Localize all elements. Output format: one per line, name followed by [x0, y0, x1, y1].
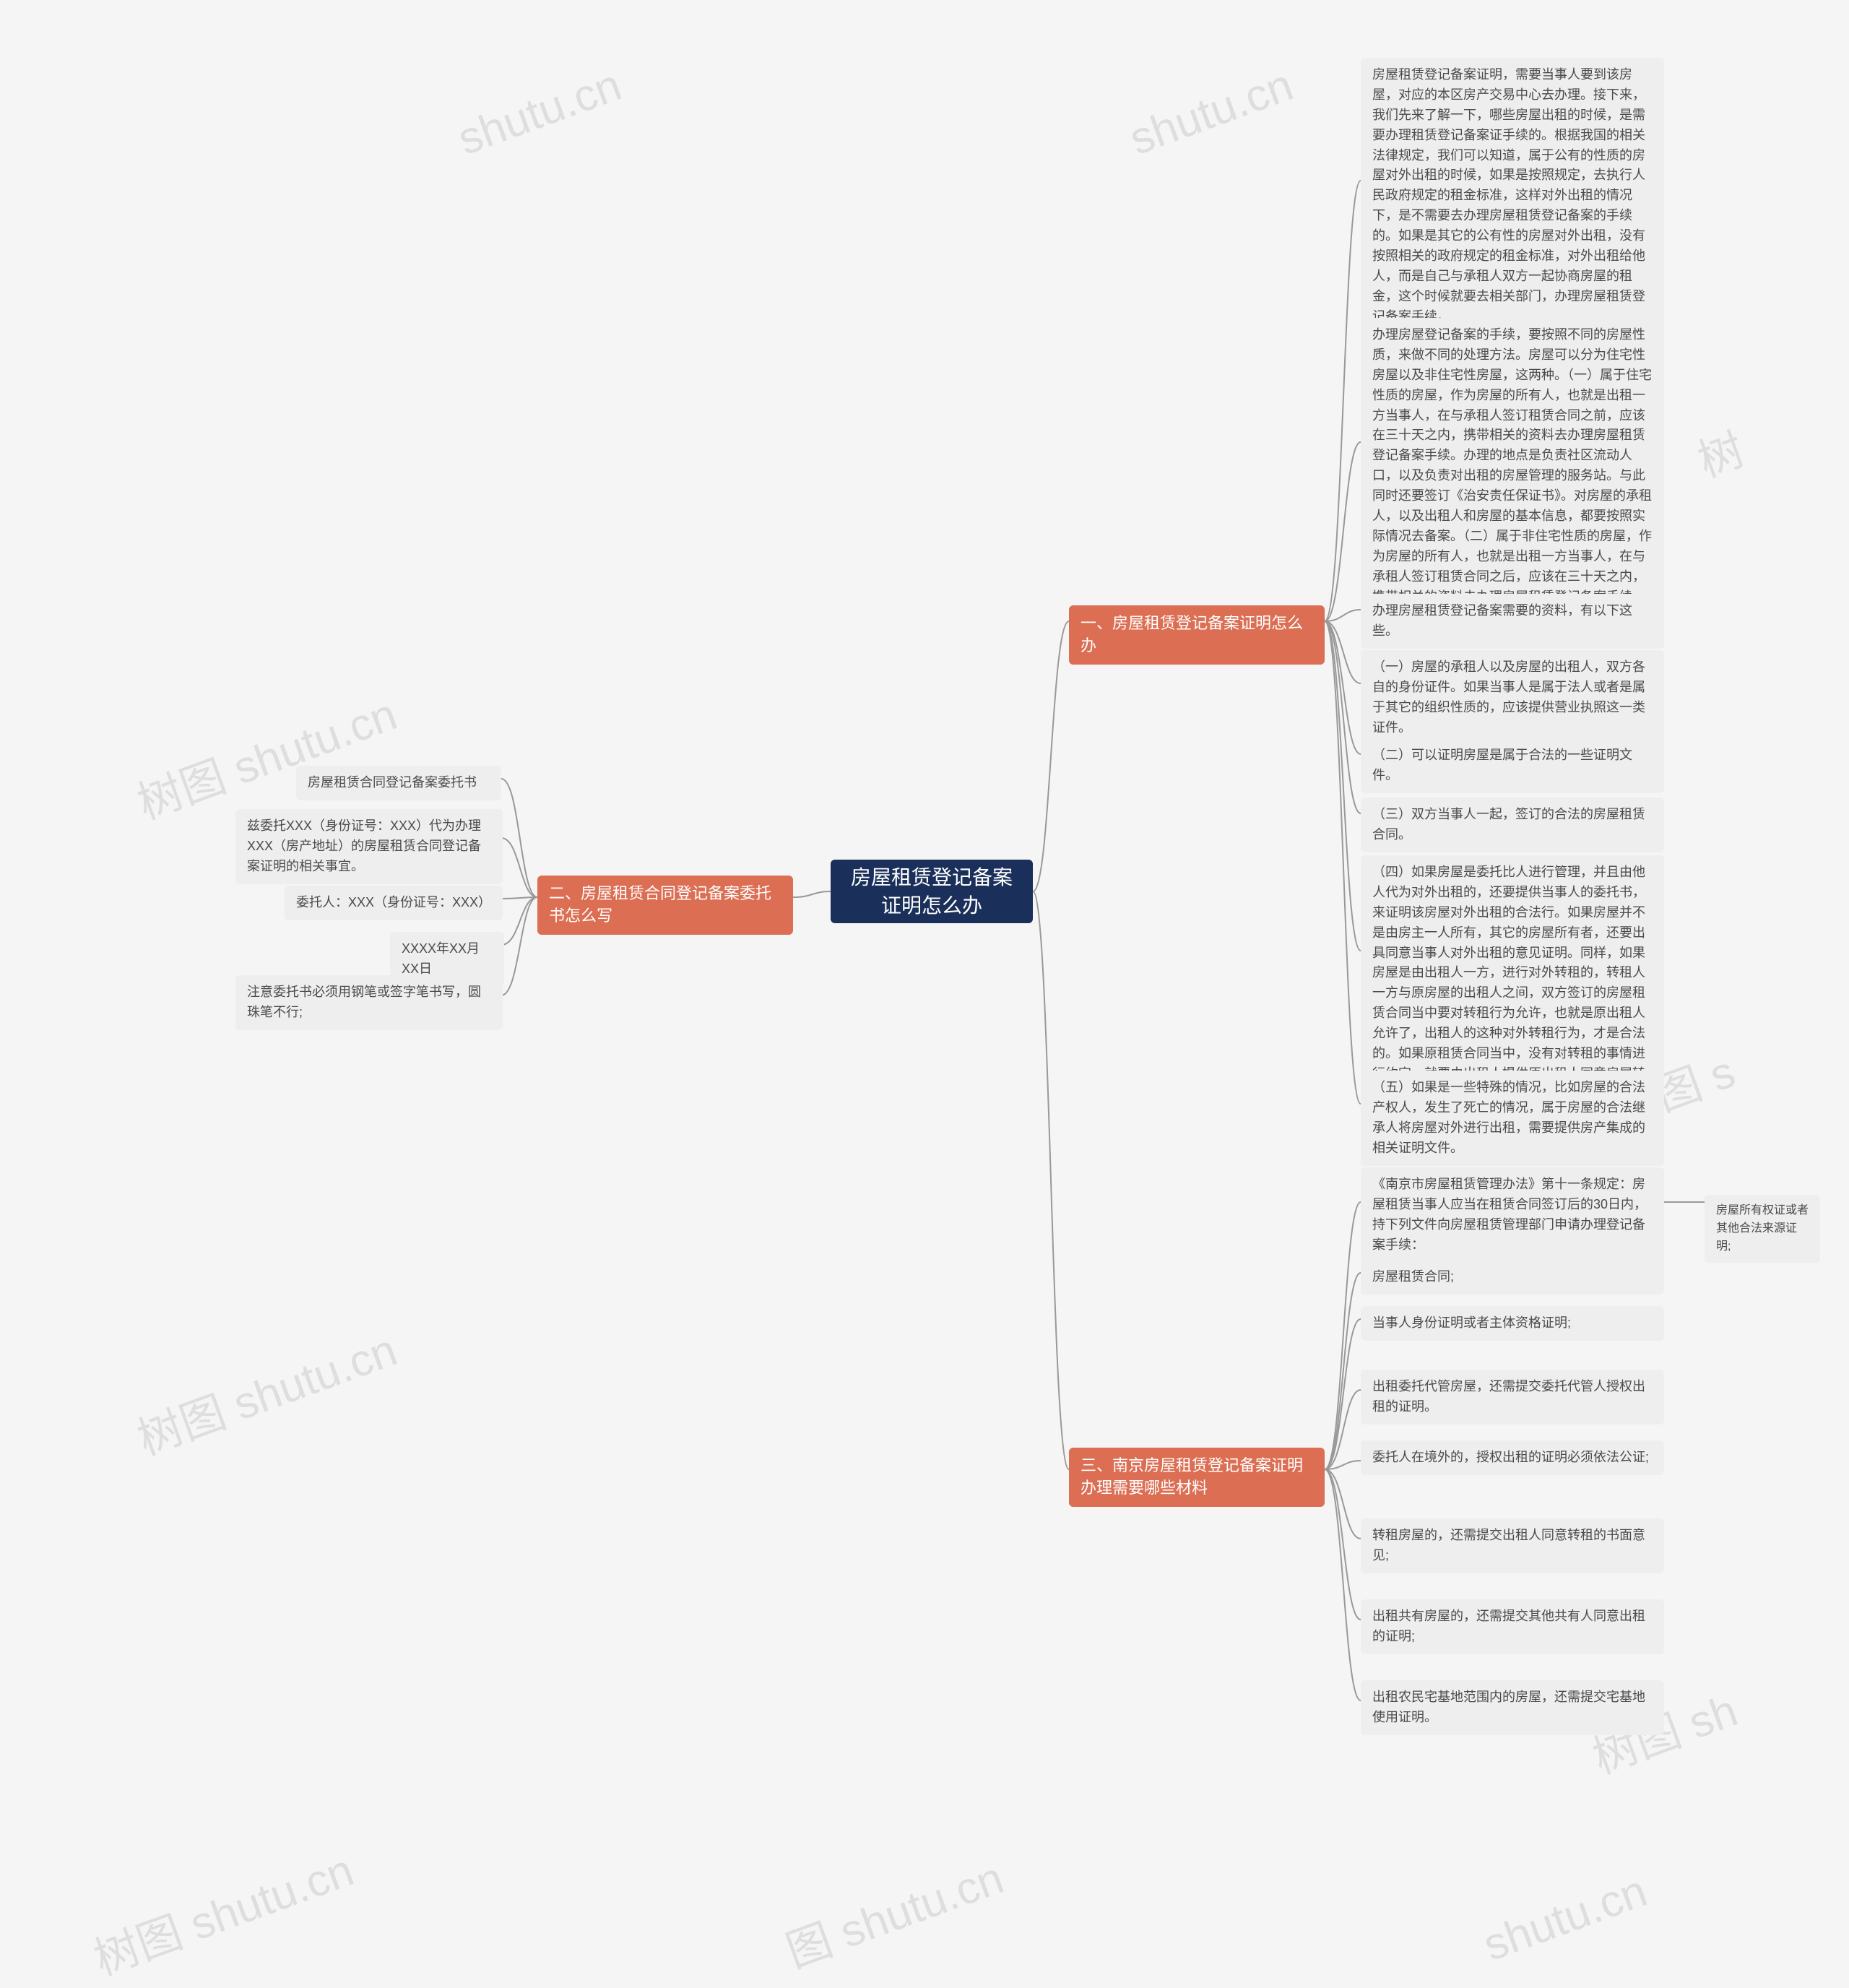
branch-3-leaf-2[interactable]: 当事人身份证明或者主体资格证明; — [1361, 1306, 1664, 1341]
watermark-7: 树图 shutu.cn — [84, 1833, 361, 1987]
branch-1-leaf-4[interactable]: （二）可以证明房屋是属于合法的一些证明文件。 — [1361, 738, 1664, 793]
root-node[interactable]: 房屋租赁登记备案证明怎么办 — [831, 860, 1033, 923]
branch-3-leaf-4[interactable]: 委托人在境外的，授权出租的证明必须依法公证; — [1361, 1440, 1664, 1475]
branch-1-leaf-0[interactable]: 房屋租赁登记备案证明，需要当事人要到该房屋，对应的本区房产交易中心去办理。接下来… — [1361, 58, 1664, 334]
branch-3-leaf-5[interactable]: 转租房屋的，还需提交出租人同意转租的书面意见; — [1361, 1518, 1664, 1573]
branch-3-leaf-0[interactable]: 《南京市房屋租赁管理办法》第十一条规定：房屋租赁当事人应当在租赁合同签订后的30… — [1361, 1167, 1664, 1263]
watermark-1: 树图 shutu.cn — [127, 1313, 404, 1467]
watermark-8: 图 shutu.cn — [776, 1841, 1010, 1980]
branch-1-leaf-3[interactable]: （一）房屋的承租人以及房屋的出租人，双方各自的身份证件。如果当事人是属于法人或者… — [1361, 650, 1664, 746]
branch-2-leaf-1[interactable]: 兹委托XXX（身份证号：XXX）代为办理XXX（房产地址）的房屋租赁合同登记备案… — [235, 809, 503, 884]
branch-3-leaf-7[interactable]: 出租农民宅基地范围内的房屋，还需提交宅基地使用证明。 — [1361, 1680, 1664, 1735]
branch-1[interactable]: 一、房屋租赁登记备案证明怎么办 — [1069, 605, 1325, 665]
watermark-4: 树 — [1687, 413, 1751, 490]
branch-3-leaf-1[interactable]: 房屋租赁合同; — [1361, 1260, 1664, 1295]
branch-2-leaf-0[interactable]: 房屋租赁合同登记备案委托书 — [296, 766, 501, 800]
branch-2[interactable]: 二、房屋租赁合同登记备案委托书怎么写 — [537, 876, 793, 935]
branch-1-leaf-5[interactable]: （三）双方当事人一起，签订的合法的房屋租赁合同。 — [1361, 798, 1664, 852]
branch-2-leaf-4[interactable]: 注意委托书必须用钢笔或签字笔书写，圆珠笔不行; — [235, 975, 503, 1030]
branch-2-leaf-2[interactable]: 委托人：XXX（身份证号：XXX） — [285, 886, 503, 920]
branch-3[interactable]: 三、南京房屋租赁登记备案证明办理需要哪些材料 — [1069, 1448, 1325, 1507]
branch-1-leaf-2[interactable]: 办理房屋租赁登记备案需要的资料，有以下这些。 — [1361, 594, 1664, 649]
branch-3-leaf-3[interactable]: 出租委托代管房屋，还需提交委托代管人授权出租的证明。 — [1361, 1370, 1664, 1425]
watermark-2: shutu.cn — [451, 59, 628, 165]
watermark-9: shutu.cn — [1477, 1865, 1654, 1971]
branch-1-leaf-7[interactable]: （五）如果是一些特殊的情况，比如房屋的合法产权人，发生了死亡的情况，属于房屋的合… — [1361, 1071, 1664, 1166]
branch-3-leaf-6[interactable]: 出租共有房屋的，还需提交其他共有人同意出租的证明; — [1361, 1599, 1664, 1654]
branch-1-leaf-1[interactable]: 办理房屋登记备案的手续，要按照不同的房屋性质，来做不同的处理方法。房屋可以分为住… — [1361, 318, 1664, 634]
watermark-3: shutu.cn — [1123, 59, 1300, 165]
branch-3-leaf-0-child[interactable]: 房屋所有权证或者其他合法来源证明; — [1705, 1195, 1820, 1263]
